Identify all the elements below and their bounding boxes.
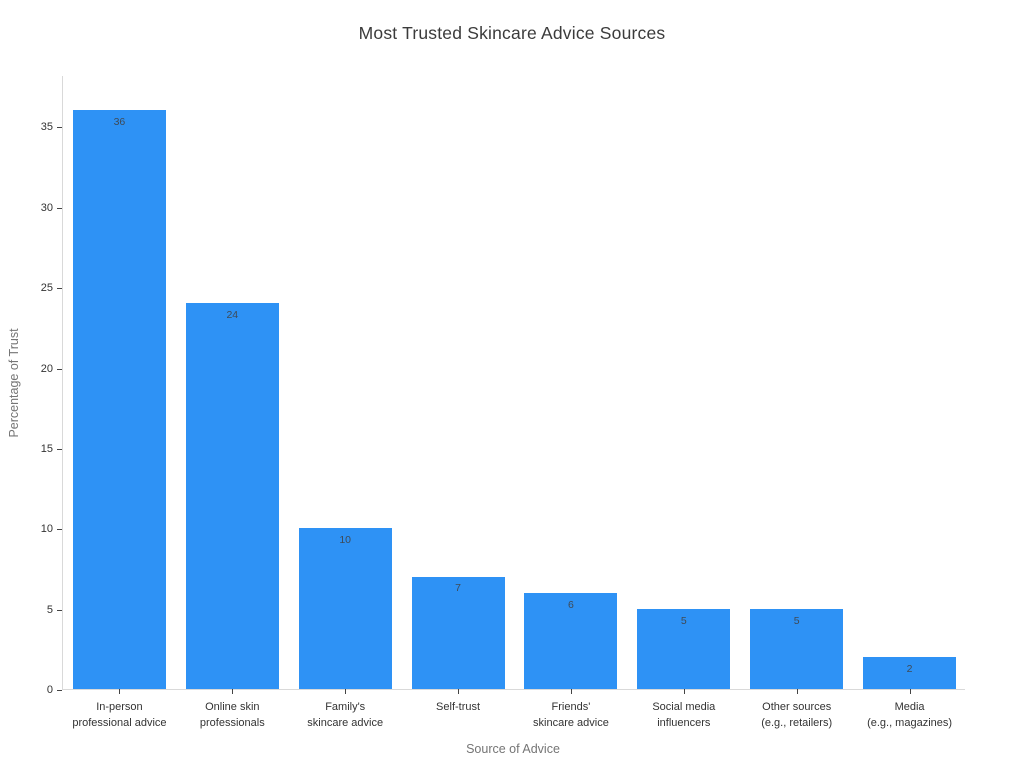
y-tick-label: 5 <box>46 603 53 616</box>
x-tick-label-line: skincare advice <box>533 717 609 729</box>
y-tick-mark <box>57 448 62 450</box>
chart-title: Most Trusted Skincare Advice Sources <box>358 23 666 43</box>
x-tick-label-line: (e.g., magazines) <box>867 717 953 729</box>
x-tick-label-line: Self-trust <box>436 701 481 713</box>
x-tick-label-line: Friends' <box>551 701 591 713</box>
bar <box>72 110 166 689</box>
bar <box>637 608 731 689</box>
bar <box>750 608 844 689</box>
bar <box>863 656 957 689</box>
y-tick-mark <box>57 368 62 370</box>
x-tick-label: In-person professional advice <box>35 699 204 731</box>
y-tick-label: 35 <box>40 121 53 134</box>
bar-value-label: 5 <box>793 614 800 627</box>
x-tick-mark <box>345 689 347 694</box>
y-tick-mark <box>57 609 62 611</box>
bar-value-label: 24 <box>226 309 239 322</box>
x-tick-label-line: Family's <box>325 701 366 713</box>
x-tick-label: Online skin professionals <box>148 699 317 731</box>
x-tick-mark <box>570 689 572 694</box>
x-tick-label: Social media influencers <box>599 699 768 731</box>
x-tick-mark <box>909 689 911 694</box>
y-tick-label: 30 <box>40 201 53 214</box>
y-tick-label: 0 <box>46 684 53 696</box>
bar-value-label: 2 <box>906 662 913 675</box>
plot-area: 0 5 10 15 20 25 30 35 36 In-person professional ad… <box>41 76 965 729</box>
bar-value-label: 7 <box>455 582 461 595</box>
x-tick-label-line: influencers <box>657 717 711 729</box>
y-tick-label: 25 <box>40 282 53 295</box>
y-tick-mark <box>57 207 62 209</box>
x-tick-mark <box>458 689 460 694</box>
y-tick-label: 20 <box>40 362 53 375</box>
y-tick-mark <box>57 288 62 290</box>
x-tick-label-line: Online skin <box>205 701 260 713</box>
bar-value-label: 36 <box>113 116 126 129</box>
bar-value-label: 5 <box>680 614 687 627</box>
y-tick-label: 15 <box>40 442 53 455</box>
x-tick-mark <box>683 689 685 694</box>
bar <box>185 303 279 689</box>
x-tick-label-line: Media <box>894 701 925 713</box>
bar <box>298 528 392 689</box>
y-tick-mark <box>57 529 62 531</box>
bar <box>411 576 505 689</box>
x-tick-label-line: professionals <box>199 717 265 729</box>
x-tick-label: Family's skincare advice <box>261 699 430 731</box>
x-tick-label: Other sources (e.g., retailers) <box>712 699 881 731</box>
x-tick-label: Self-trust <box>373 699 542 715</box>
x-axis-title: Source of Advice <box>466 742 560 756</box>
y-tick-mark <box>57 690 62 691</box>
x-tick-mark <box>796 689 798 694</box>
x-tick-label-line: Other sources <box>762 701 832 713</box>
bar-value-label: 10 <box>339 534 352 547</box>
x-tick-label-line: (e.g., retailers) <box>761 717 833 729</box>
x-tick-label-line: skincare advice <box>307 717 384 729</box>
y-tick-label: 10 <box>40 523 53 536</box>
x-tick-label-line: professional advice <box>72 717 167 729</box>
x-tick-label-line: Social media <box>652 701 716 713</box>
bar <box>524 592 618 689</box>
x-tick-label-line: In-person <box>96 701 143 713</box>
y-axis-title: Percentage of Trust <box>7 328 21 438</box>
x-tick-label: Friends' skincare advice <box>486 699 655 731</box>
bar-value-label: 6 <box>568 598 574 611</box>
x-tick-mark <box>232 689 234 694</box>
x-tick-mark <box>119 689 121 694</box>
x-tick-label: Media (e.g., magazines) <box>825 699 994 731</box>
y-tick-mark <box>57 127 62 129</box>
